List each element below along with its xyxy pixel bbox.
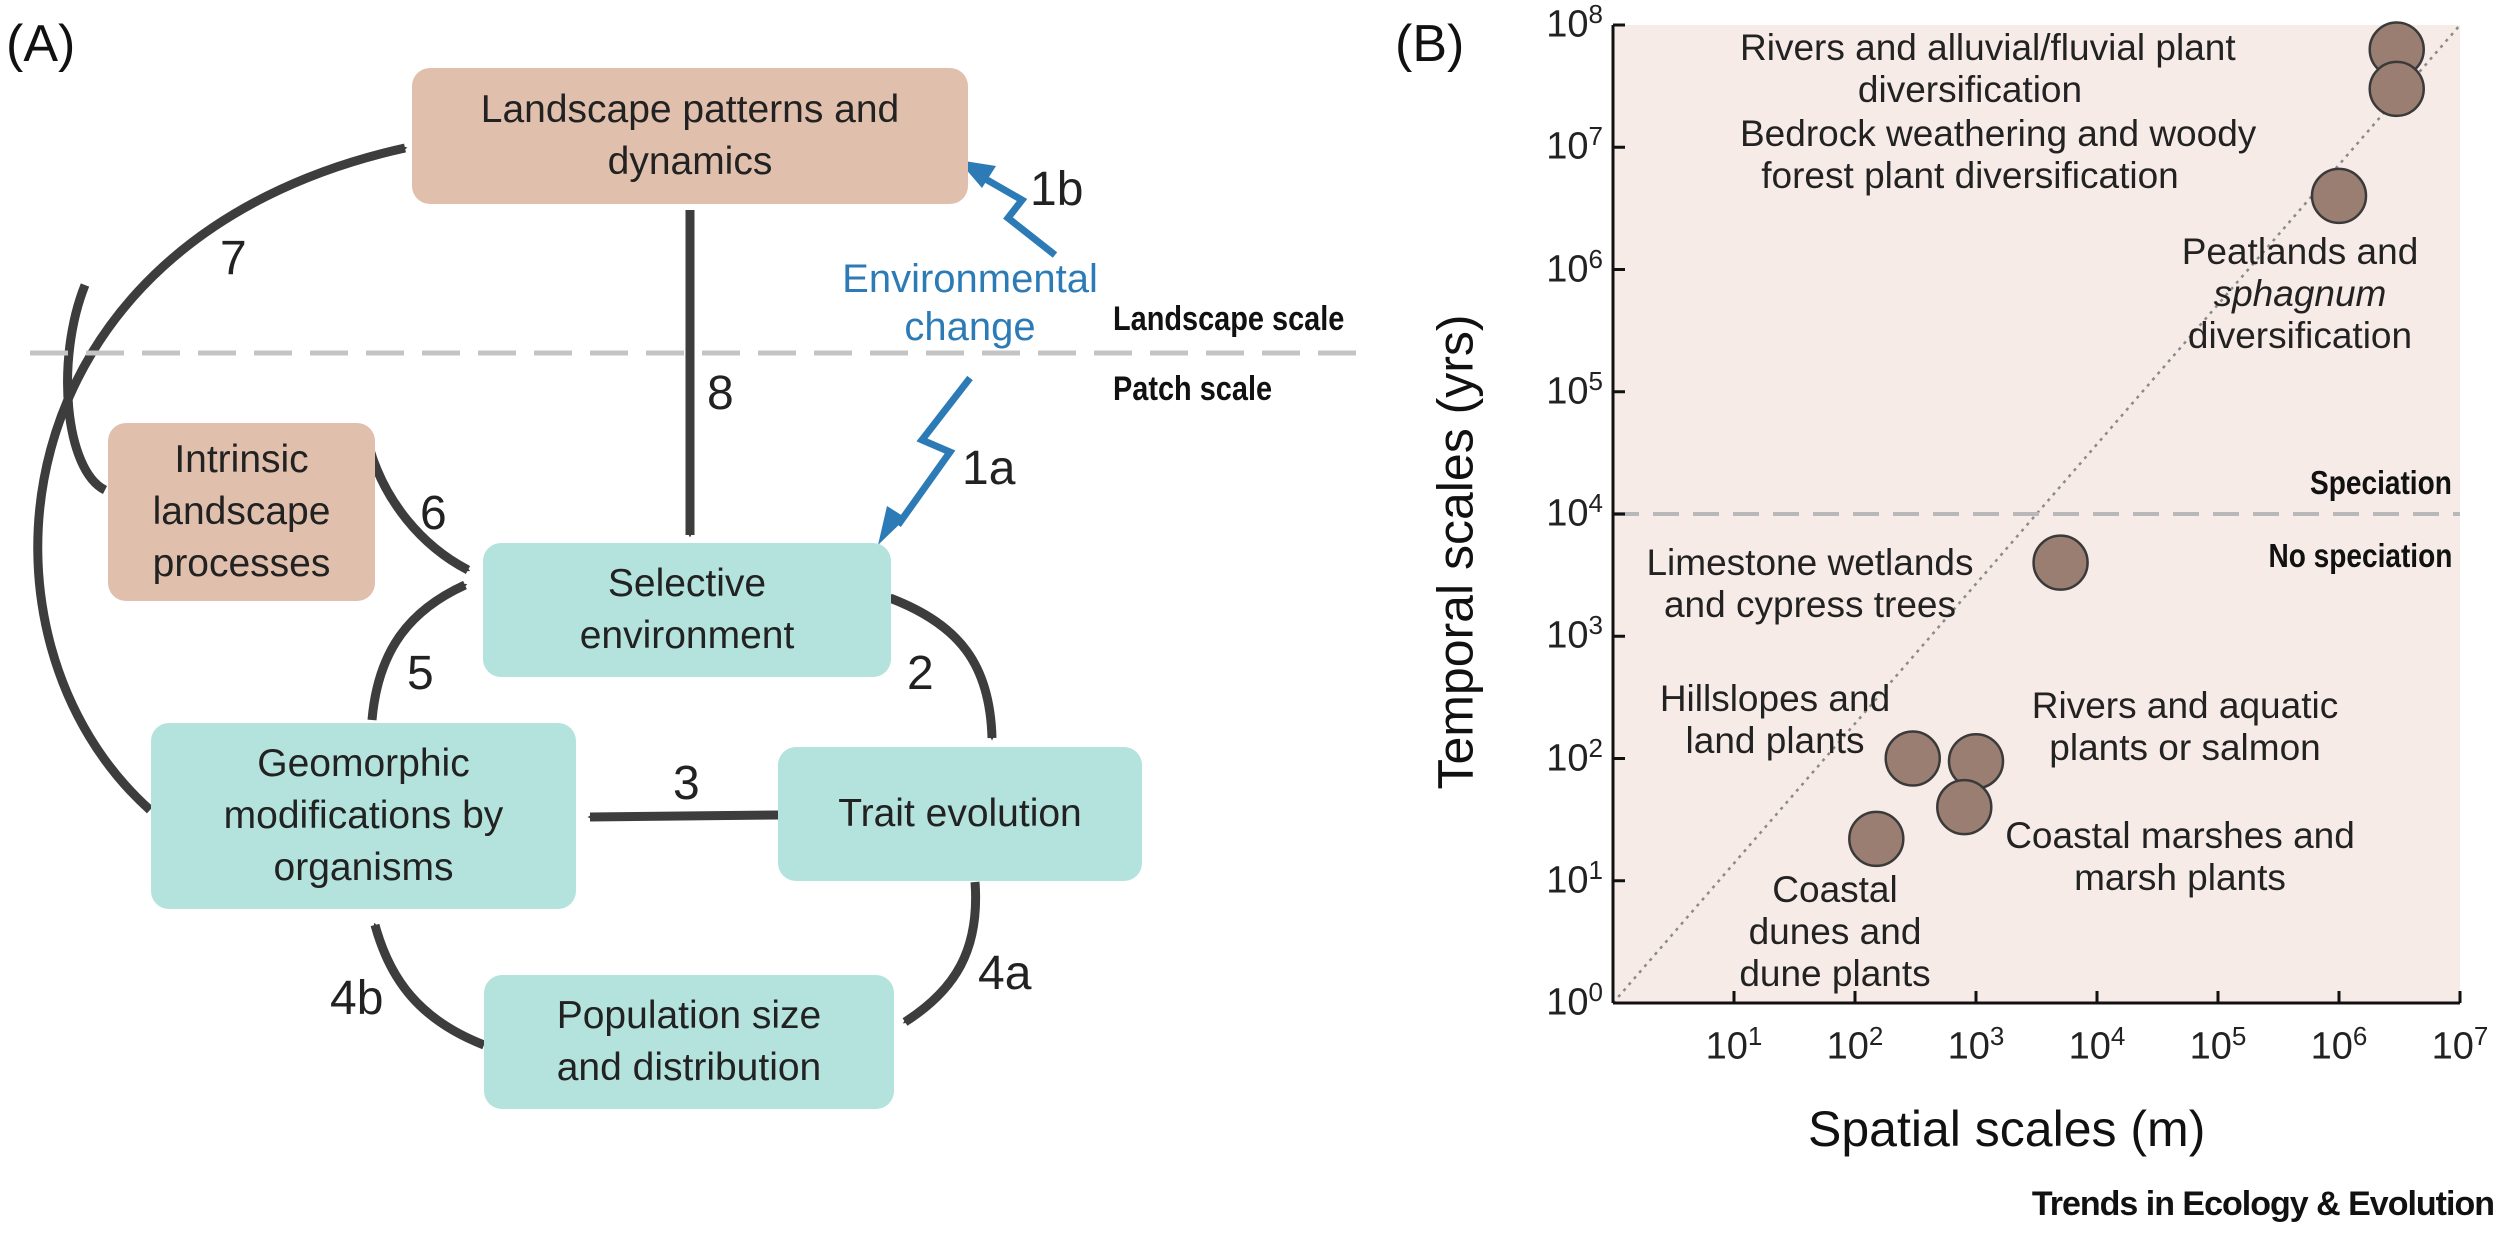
panel-a-connectors bbox=[30, 143, 1360, 1050]
y-tick-label: 102 bbox=[1546, 732, 1603, 780]
annotation-rivers-aquatic: Rivers and aquatic plants or salmon bbox=[2031, 685, 2339, 768]
y-tick-label: 104 bbox=[1546, 488, 1603, 535]
panel-b-label: (B) bbox=[1395, 15, 1465, 73]
data-point bbox=[2368, 21, 2425, 78]
y-axis-title: Temporal scales (yrs) bbox=[1427, 314, 1484, 790]
box-population-size: Population size and distribution bbox=[484, 975, 894, 1109]
box-landscape-patterns: Landscape patterns and dynamics bbox=[412, 68, 968, 204]
y-tick-label: 100 bbox=[1546, 977, 1603, 1024]
arrow-label-7: 7 bbox=[220, 232, 247, 285]
data-point bbox=[1947, 732, 2005, 790]
arrow-7-branch bbox=[63, 283, 108, 495]
arrow-label-2: 2 bbox=[907, 647, 934, 700]
landscape-scale-label: Landscape scale bbox=[1113, 300, 1345, 338]
journal-credit: Trends in Ecology & Evolution bbox=[2031, 1185, 2495, 1223]
arrow-label-1a: 1a bbox=[962, 442, 1016, 495]
arrow-6 bbox=[365, 448, 471, 574]
data-point bbox=[2368, 60, 2425, 118]
x-tick-label: 107 bbox=[2431, 1021, 2489, 1068]
arrow-5 bbox=[367, 580, 468, 721]
arrow-3 bbox=[587, 810, 779, 822]
x-tick-label: 102 bbox=[1826, 1021, 1884, 1068]
annotation-coastal-marshes: Coastal marshes and marsh plants bbox=[2005, 815, 2355, 898]
x-tick-label: 105 bbox=[2189, 1021, 2247, 1068]
arrow-label-4b: 4b bbox=[330, 972, 384, 1025]
arrow-label-4a: 4a bbox=[978, 947, 1032, 1000]
annotation-hillslopes: Hillslopes and land plants bbox=[1659, 678, 1891, 761]
x-tick-label: 101 bbox=[1705, 1021, 1763, 1068]
lightning-1a-arrowhead-icon bbox=[878, 506, 906, 545]
no-speciation-label: No speciation bbox=[2268, 537, 2452, 574]
arrow-label-5: 5 bbox=[407, 647, 434, 700]
x-tick-label: 104 bbox=[2068, 1021, 2126, 1068]
arrow-label-3: 3 bbox=[673, 757, 700, 810]
x-tick-label: 106 bbox=[2310, 1021, 2368, 1068]
lightning-1b-icon bbox=[973, 169, 1058, 258]
arrow-4b bbox=[370, 922, 486, 1050]
data-point bbox=[2032, 534, 2089, 591]
y-tick-label: 107 bbox=[1546, 121, 1603, 168]
arrow-7 bbox=[33, 143, 408, 814]
arrow-label-8: 8 bbox=[707, 367, 734, 420]
annotation-bedrock: Bedrock weathering and woody forest plan… bbox=[1740, 113, 2257, 196]
y-tick-label: 108 bbox=[1546, 0, 1603, 46]
annotation-rivers-alluvial: Rivers and alluvial/fluvial plant divers… bbox=[1740, 27, 2236, 110]
y-tick-label: 105 bbox=[1546, 365, 1603, 413]
x-axis-title: Spatial scales (m) bbox=[1808, 1101, 2206, 1157]
arrow-label-6: 6 bbox=[420, 487, 447, 540]
y-tick-label: 106 bbox=[1546, 243, 1603, 291]
panel-a-label: (A) bbox=[6, 15, 76, 73]
speciation-label: Speciation bbox=[2310, 464, 2452, 501]
x-tick-label: 103 bbox=[1947, 1021, 2005, 1068]
patch-scale-label: Patch scale bbox=[1113, 370, 1273, 408]
box-geomorphic-modifications: Geomorphic modifications by organisms bbox=[151, 723, 576, 909]
annotation-limestone: Limestone wetlands and cypress trees bbox=[1646, 542, 1974, 625]
environmental-change-label: Environmental change bbox=[842, 257, 1098, 349]
box-intrinsic-processes: Intrinsic landscape processes bbox=[108, 423, 375, 601]
data-point bbox=[2310, 167, 2368, 225]
annotation-peatlands: Peatlands and sphagnum diversification bbox=[2181, 231, 2419, 356]
annotation-coastal-dunes: Coastal dunes and dune plants bbox=[1739, 869, 1931, 994]
box-selective-environment: Selective environment bbox=[483, 543, 891, 677]
box-trait-evolution: Trait evolution bbox=[778, 747, 1142, 881]
arrow-4a bbox=[902, 881, 981, 1026]
data-point bbox=[1848, 810, 1905, 868]
y-tick-label: 101 bbox=[1546, 854, 1603, 902]
lightning-1a-icon bbox=[895, 375, 973, 528]
data-point bbox=[1936, 778, 1993, 836]
arrow-label-1b: 1b bbox=[1030, 163, 1084, 216]
arrow-2 bbox=[888, 593, 997, 741]
y-tick-label: 103 bbox=[1546, 610, 1603, 657]
